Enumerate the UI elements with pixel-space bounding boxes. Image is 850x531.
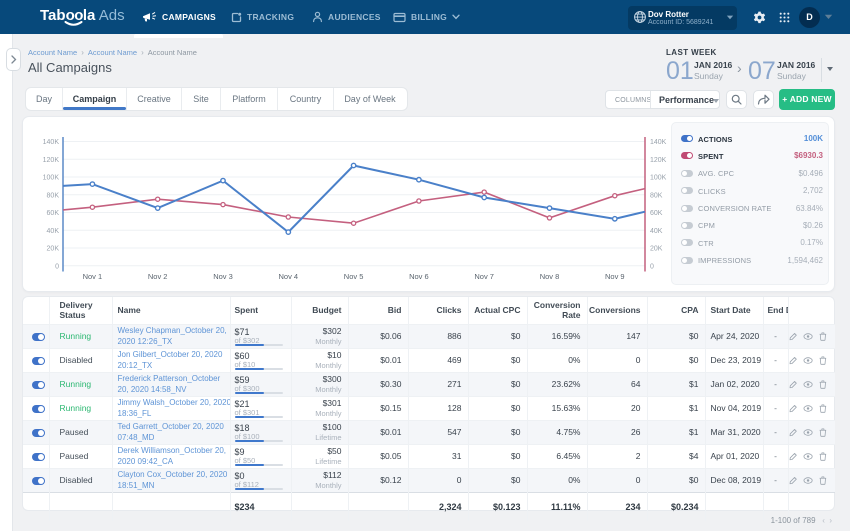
svg-text:120K: 120K xyxy=(650,157,667,164)
svg-text:140K: 140K xyxy=(43,139,60,146)
svg-text:80K: 80K xyxy=(47,192,60,199)
svg-text:60K: 60K xyxy=(650,210,663,217)
svg-text:Nov 8: Nov 8 xyxy=(540,272,560,281)
svg-text:Nov 4: Nov 4 xyxy=(279,272,299,281)
svg-text:Nov 7: Nov 7 xyxy=(474,272,494,281)
svg-text:120K: 120K xyxy=(43,157,60,164)
svg-text:Nov 1: Nov 1 xyxy=(83,272,103,281)
svg-text:20K: 20K xyxy=(650,246,663,253)
svg-text:Nov 6: Nov 6 xyxy=(409,272,429,281)
svg-text:40K: 40K xyxy=(650,228,663,235)
svg-text:20K: 20K xyxy=(47,246,60,253)
svg-text:Nov 3: Nov 3 xyxy=(213,272,233,281)
svg-text:40K: 40K xyxy=(47,228,60,235)
svg-text:0: 0 xyxy=(650,263,654,270)
svg-text:140K: 140K xyxy=(650,139,667,146)
svg-text:60K: 60K xyxy=(47,210,60,217)
svg-text:80K: 80K xyxy=(650,192,663,199)
svg-text:Nov 9: Nov 9 xyxy=(605,272,625,281)
svg-text:100K: 100K xyxy=(43,175,60,182)
svg-text:Nov 2: Nov 2 xyxy=(148,272,168,281)
svg-text:Nov 5: Nov 5 xyxy=(344,272,364,281)
svg-text:0: 0 xyxy=(55,263,59,270)
svg-text:100K: 100K xyxy=(650,175,667,182)
